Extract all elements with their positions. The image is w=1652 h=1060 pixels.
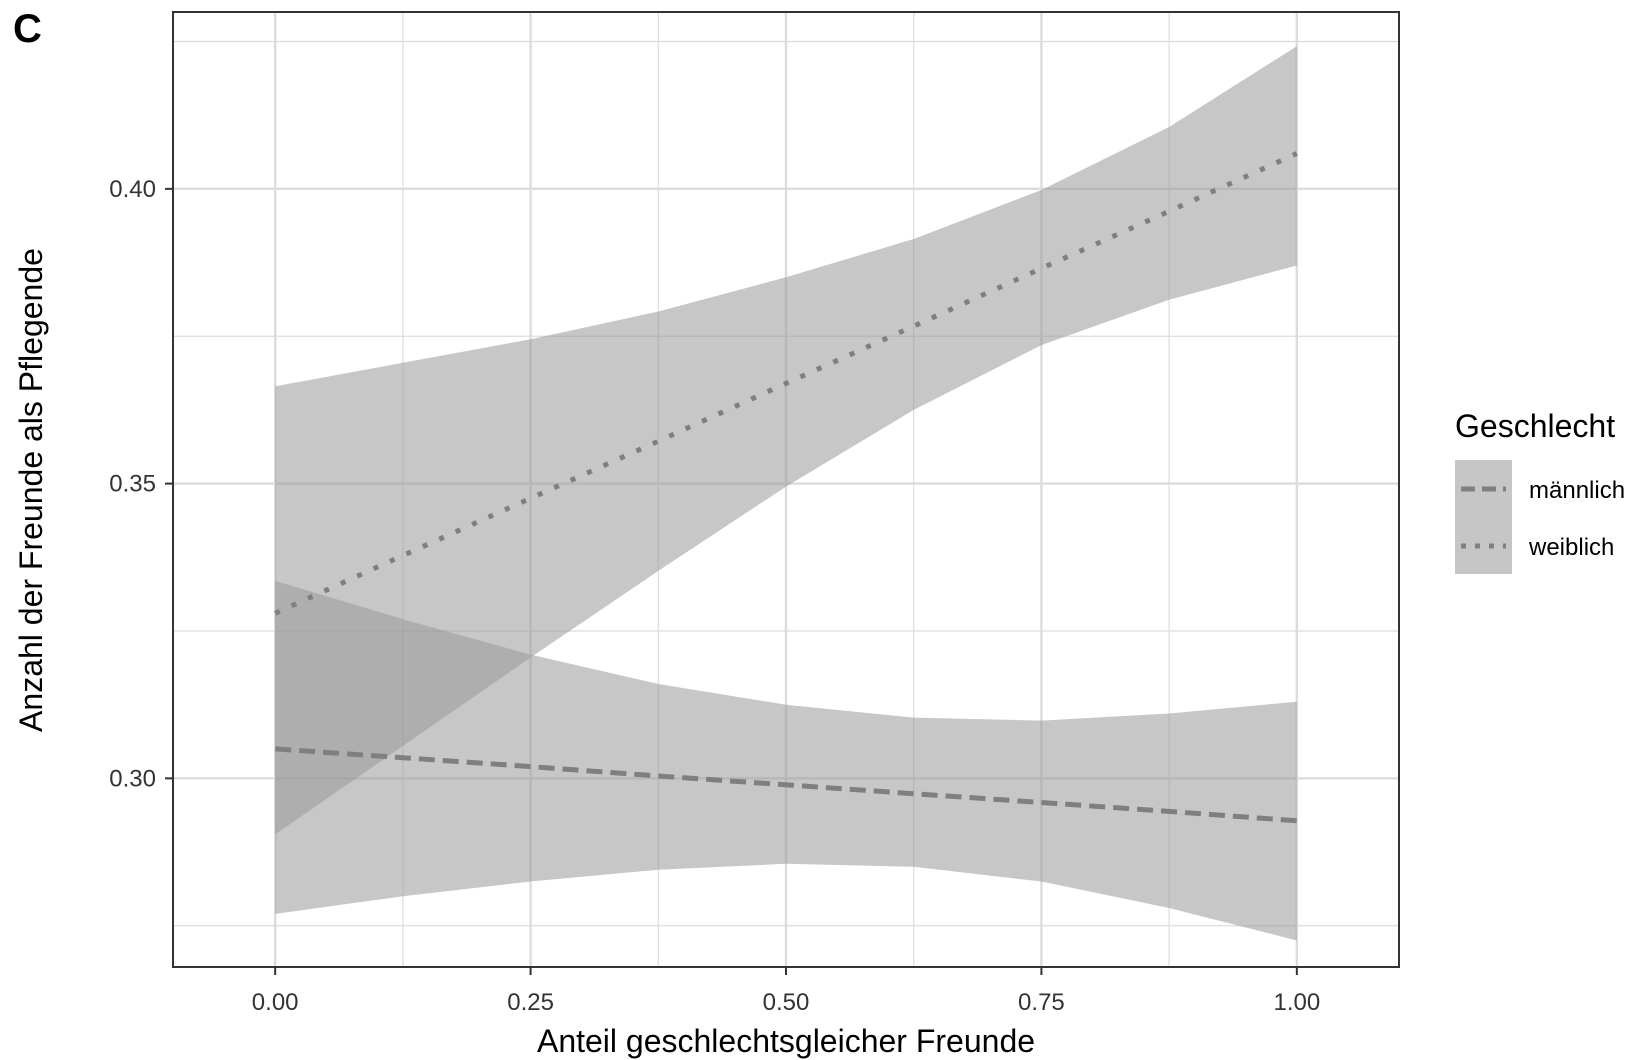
line-maennlich bbox=[275, 746, 1297, 824]
panel-label: C bbox=[13, 7, 42, 51]
x-tick-label: 0.50 bbox=[763, 989, 810, 1016]
ribbon-maennlich bbox=[275, 580, 1297, 941]
ribbon-weiblich bbox=[275, 46, 1297, 835]
series-lines bbox=[274, 151, 1298, 824]
y-tick-label: 0.30 bbox=[109, 765, 156, 792]
x-tick-label: 0.25 bbox=[507, 989, 554, 1016]
legend-title: Geschlecht bbox=[1455, 408, 1615, 444]
y-axis-title: Anzahl der Freunde als Pflegende bbox=[13, 248, 49, 732]
x-axis-title: Anteil geschlechtsgleicher Freunde bbox=[537, 1023, 1035, 1059]
plot-panel bbox=[172, 11, 1400, 968]
legend-label-weiblich: weiblich bbox=[1528, 534, 1614, 561]
legend-label-maennlich: männlich bbox=[1529, 477, 1625, 504]
x-tick-label: 0.75 bbox=[1018, 989, 1065, 1016]
legend: Geschlecht männlich weiblich bbox=[1455, 408, 1625, 574]
x-tick-label: 1.00 bbox=[1273, 989, 1320, 1016]
x-tick-label: 0.00 bbox=[252, 989, 299, 1016]
y-tick-label: 0.35 bbox=[109, 471, 156, 498]
x-axis: 0.00 0.25 0.50 0.75 1.00 bbox=[252, 967, 1320, 1016]
confidence-ribbons bbox=[275, 46, 1297, 941]
line-weiblich bbox=[274, 151, 1298, 616]
y-axis: 0.30 0.35 0.40 bbox=[109, 176, 173, 792]
y-tick-label: 0.40 bbox=[109, 176, 156, 203]
